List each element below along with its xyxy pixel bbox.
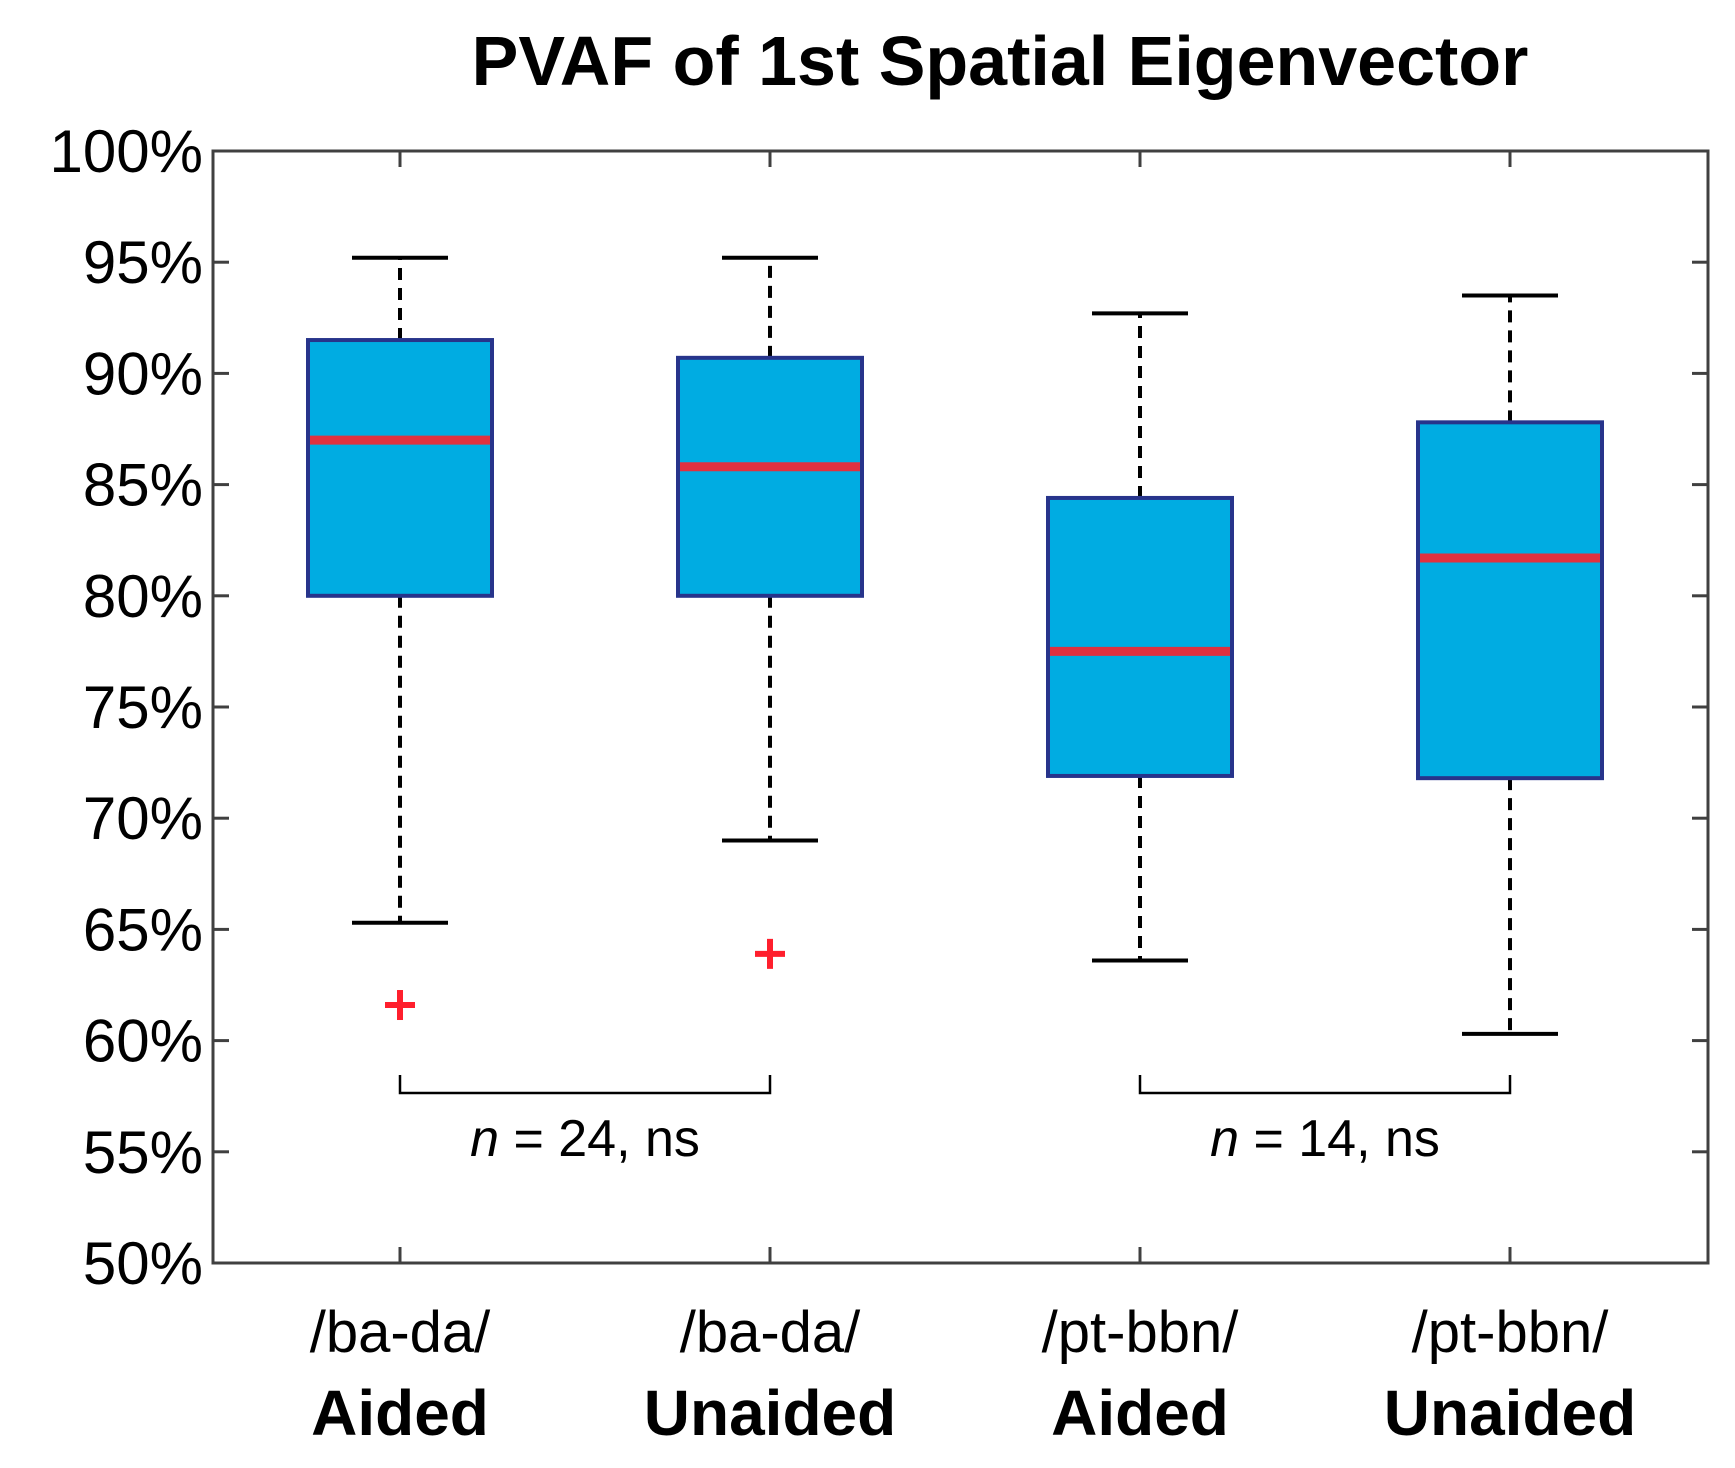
comparison-annotations: n = 24, ns n = 14, ns (398, 1075, 1512, 1168)
iqr-box (1416, 420, 1604, 781)
y-tick-label: 90% (83, 340, 203, 407)
chart-title: PVAF of 1st Spatial Eigenvector (472, 22, 1529, 100)
iqr-box (1046, 495, 1234, 778)
x-category-condition: Aided (311, 1377, 489, 1449)
y-tick-label: 75% (83, 674, 203, 741)
iqr-box (676, 355, 864, 598)
x-category-condition: Unaided (644, 1377, 896, 1449)
comparison-label: n = 24, ns (470, 1110, 700, 1168)
outlier-marker (385, 990, 415, 1021)
box-2 (676, 255, 864, 969)
x-category-stimulus: /pt-bbn/ (1412, 1300, 1610, 1365)
x-category-stimulus: /pt-bbn/ (1042, 1300, 1240, 1365)
comparison-result: = 24, ns (499, 1110, 700, 1168)
box-series (306, 255, 1604, 1036)
y-tick-label: 65% (83, 896, 203, 963)
comparison-bracket (1138, 1075, 1512, 1095)
comparison-result: = 14, ns (1239, 1110, 1440, 1168)
iqr-box (306, 338, 494, 598)
x-category-condition: Aided (1051, 1377, 1229, 1449)
y-tick-label: 95% (83, 229, 203, 296)
sample-size-symbol: n (1210, 1110, 1239, 1168)
y-axis-ticks: 50% 55% 60% 65% 70% 75% 80% 85% 90% 95% 100% (50, 118, 1708, 1297)
comparison-label: n = 14, ns (1210, 1110, 1440, 1168)
comparison-2: n = 14, ns (1138, 1075, 1512, 1168)
y-tick-label: 60% (83, 1008, 203, 1075)
box-3 (1046, 311, 1234, 963)
y-tick-label: 85% (83, 452, 203, 519)
x-axis-labels: /ba-da/Aided/ba-da/Unaided/pt-bbn/Aided /… (310, 1300, 1637, 1449)
y-tick-label: 50% (83, 1230, 203, 1297)
y-tick-label: 100% (50, 118, 203, 185)
box-1 (306, 255, 494, 1021)
y-tick-label: 80% (83, 563, 203, 630)
sample-size-symbol: n (470, 1110, 499, 1168)
y-tick-label: 70% (83, 785, 203, 852)
comparison-1: n = 24, ns (398, 1075, 772, 1168)
box-4 (1416, 293, 1604, 1036)
outlier-marker (755, 938, 785, 969)
comparison-bracket (398, 1075, 772, 1095)
y-tick-label: 55% (83, 1119, 203, 1186)
x-category-condition: Unaided (1384, 1377, 1636, 1449)
x-category-stimulus: /ba-da/ (680, 1300, 861, 1365)
x-category-stimulus: /ba-da/ (310, 1300, 491, 1365)
